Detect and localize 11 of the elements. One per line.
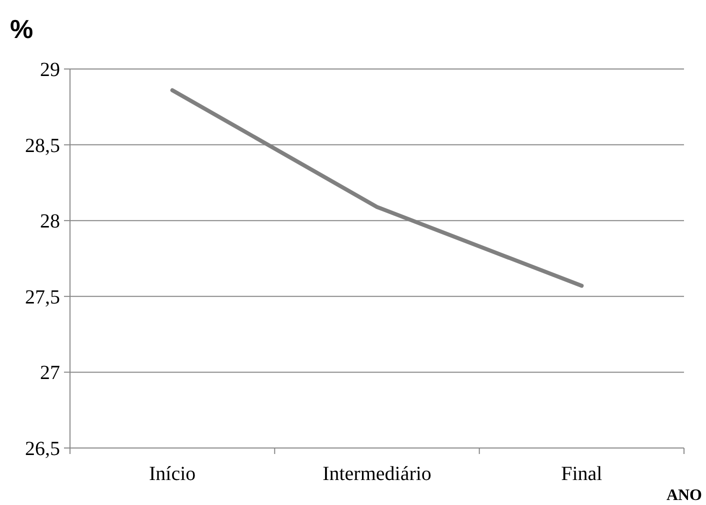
x-tick-label: Início [149,463,196,485]
y-tick-label: 27,5 [25,286,60,308]
y-tick-label: 28 [40,210,60,233]
y-tick-label: 28,5 [25,134,60,157]
y-axis-title: % [10,14,34,44]
y-tick-label: 29 [40,59,60,81]
x-axis-title: ANO [666,487,702,504]
x-tick-label: Intermediário [322,463,432,485]
x-tick-label: Final [561,463,603,485]
y-tick-label: 26,5 [25,438,60,460]
y-tick-label: 27 [40,362,60,384]
